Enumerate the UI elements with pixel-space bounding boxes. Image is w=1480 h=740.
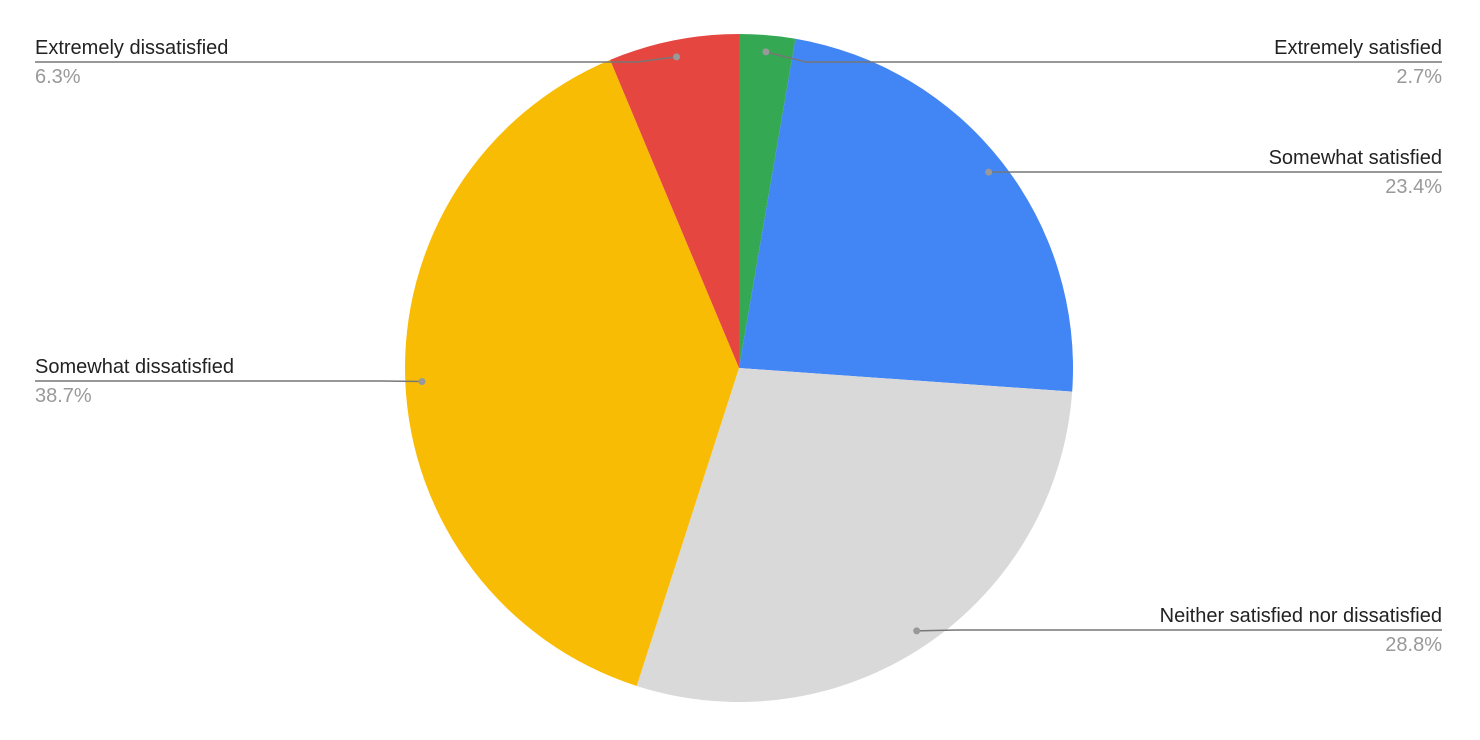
slice-label-text: Extremely dissatisfied (35, 37, 228, 59)
slice-value-label: 23.4% (1385, 176, 1442, 198)
pie-slice-neither-satisfied-nor-dissatisfied (636, 368, 1073, 703)
leader-line (916, 629, 1442, 632)
slice-label-text: Somewhat satisfied (1269, 147, 1442, 169)
leader-dot (418, 377, 426, 385)
pie-slice-somewhat-dissatisfied (404, 59, 739, 686)
slice-value-label: 38.7% (35, 385, 92, 407)
slice-label-text: Neither satisfied nor dissatisfied (1160, 605, 1442, 627)
leader-dot (673, 53, 681, 61)
slice-value-label: 2.7% (1396, 66, 1442, 88)
slice-label-somewhat-satisfied: Somewhat satisfied 23.4% (985, 147, 1442, 198)
slice-label-extremely-satisfied: Extremely satisfied 2.7% (762, 37, 1442, 88)
slice-value-label: 28.8% (1385, 634, 1442, 656)
slice-label-somewhat-dissatisfied: Somewhat dissatisfied 38.7% (35, 356, 426, 407)
slice-label-text: Somewhat dissatisfied (35, 356, 234, 378)
slice-label-text: Extremely satisfied (1274, 37, 1442, 59)
slice-value-label: 6.3% (35, 66, 81, 88)
leader-dot (762, 48, 770, 56)
leader-dot (985, 168, 993, 176)
slice-label-extremely-dissatisfied: Extremely dissatisfied 6.3% (35, 37, 681, 88)
pie-slice-extremely-dissatisfied (610, 34, 739, 368)
pie-slice-somewhat-satisfied (739, 38, 1074, 392)
pie-slice-extremely-satisfied (739, 34, 796, 368)
leader-line (765, 51, 1442, 63)
leader-line (35, 56, 677, 63)
slice-label-neither-satisfied-nor-dissatisfied: Neither satisfied nor dissatisfied 28.8% (913, 605, 1442, 656)
leader-dot (913, 627, 921, 635)
